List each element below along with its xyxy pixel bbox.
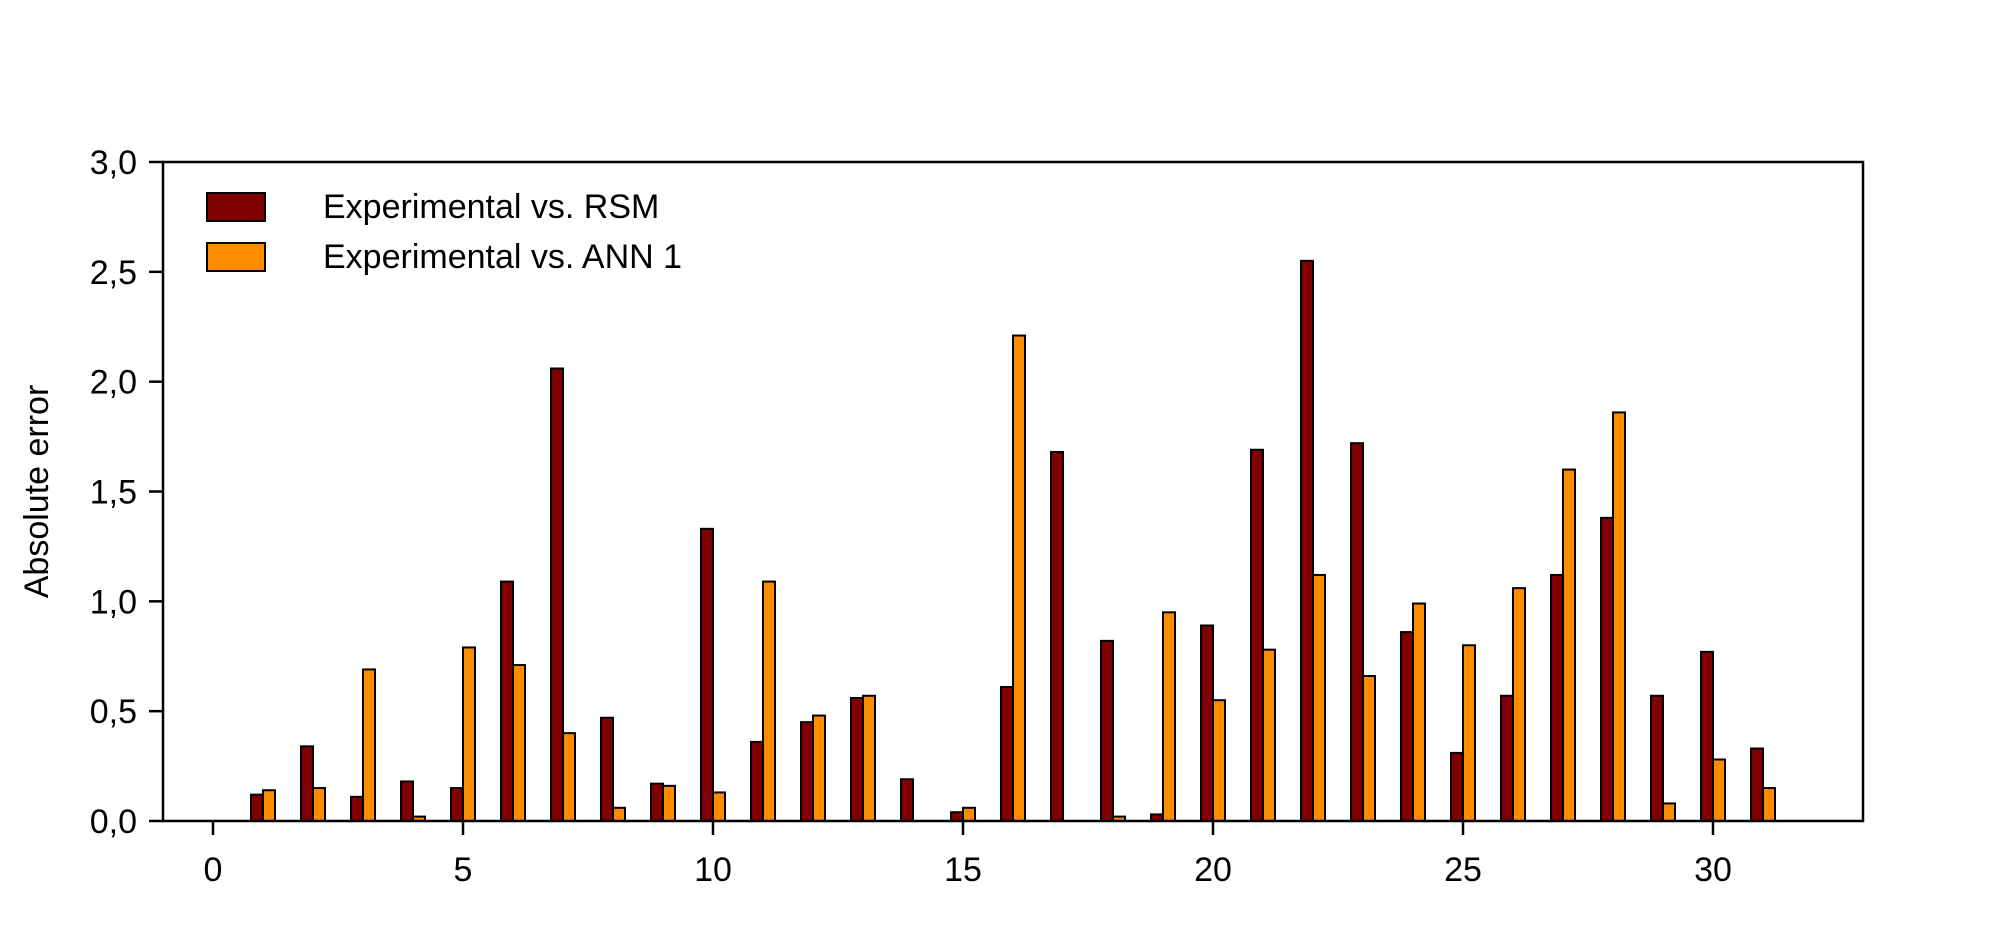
bar-ann1-5 — [462, 646, 476, 822]
bar-rsm-5 — [450, 787, 464, 822]
x-tick-label: 5 — [454, 851, 473, 889]
bar-ann1-19 — [1162, 611, 1176, 822]
y-tick-label: 0,0 — [90, 803, 137, 841]
bar-rsm-3 — [350, 795, 364, 823]
legend-label-ann1: Experimental vs. ANN 1 — [323, 238, 682, 276]
y-tick-label: 0,5 — [90, 693, 137, 731]
y-axis-label: Absolute error — [18, 385, 56, 599]
y-tick-label: 1,5 — [90, 474, 137, 512]
bar-rsm-23 — [1350, 442, 1364, 822]
bar-rsm-26 — [1500, 694, 1514, 822]
legend: Experimental vs. RSM Experimental vs. ANN… — [206, 188, 682, 276]
bar-ann1-24 — [1412, 602, 1426, 823]
bar-ann1-8 — [612, 806, 626, 823]
bar-ann1-28 — [1612, 411, 1626, 822]
bar-ann1-31 — [1762, 787, 1776, 822]
bar-ann1-15 — [962, 806, 976, 823]
x-tick-label: 15 — [944, 851, 982, 889]
bar-ann1-16 — [1012, 334, 1026, 822]
bar-rsm-14 — [900, 778, 914, 822]
bar-ann1-26 — [1512, 587, 1526, 822]
x-tick-label: 0 — [204, 851, 223, 889]
bar-rsm-10 — [700, 527, 714, 822]
bar-ann1-12 — [812, 714, 826, 822]
bar-ann1-11 — [762, 580, 776, 823]
bar-rsm-15 — [950, 811, 964, 822]
bar-ann1-7 — [562, 732, 576, 823]
bar-rsm-17 — [1050, 450, 1064, 822]
y-tick-label: 3,0 — [90, 144, 137, 182]
bars-group — [250, 259, 1776, 823]
bar-ann1-23 — [1362, 675, 1376, 823]
bar-ann1-13 — [862, 694, 876, 822]
y-tick-label: 1,0 — [90, 583, 137, 621]
bar-rsm-12 — [800, 721, 814, 823]
bar-rsm-11 — [750, 740, 764, 822]
bar-rsm-22 — [1300, 259, 1314, 823]
bar-rsm-24 — [1400, 631, 1414, 822]
bar-rsm-21 — [1250, 448, 1264, 822]
axes-group: 0,0 0,5 1,0 1,5 2,0 2,5 3,0 0 5 10 15 20 25 30 — [90, 144, 1732, 889]
bar-ann1-25 — [1462, 644, 1476, 822]
bar-ann1-27 — [1562, 468, 1576, 822]
x-tick-label: 20 — [1194, 851, 1232, 889]
bar-rsm-2 — [300, 745, 314, 823]
bar-ann1-30 — [1712, 758, 1726, 823]
bar-rsm-28 — [1600, 516, 1614, 822]
bar-ann1-3 — [362, 668, 376, 822]
bar-ann1-2 — [312, 787, 326, 822]
legend-swatch-ann1 — [206, 242, 266, 272]
bar-rsm-7 — [550, 367, 564, 822]
bar-rsm-30 — [1700, 650, 1714, 823]
bar-rsm-27 — [1550, 573, 1564, 822]
x-tick-label: 10 — [694, 851, 732, 889]
bar-ann1-10 — [712, 791, 726, 823]
bar-ann1-1 — [262, 789, 276, 822]
bar-ann1-9 — [662, 784, 676, 822]
bar-rsm-16 — [1000, 686, 1014, 823]
bar-rsm-1 — [250, 793, 264, 823]
x-tick-label: 30 — [1694, 851, 1732, 889]
bar-rsm-20 — [1200, 624, 1214, 822]
bar-rsm-4 — [400, 780, 414, 823]
bar-rsm-8 — [600, 716, 614, 822]
y-tick-label: 2,5 — [90, 254, 137, 292]
bar-ann1-29 — [1662, 802, 1676, 823]
bar-rsm-18 — [1100, 639, 1114, 823]
bar-rsm-25 — [1450, 751, 1464, 822]
bar-ann1-6 — [512, 664, 526, 823]
bar-rsm-6 — [500, 580, 514, 823]
bar-ann1-22 — [1312, 573, 1326, 822]
bar-rsm-13 — [850, 696, 864, 823]
bar-ann1-20 — [1212, 699, 1226, 823]
bar-rsm-29 — [1650, 694, 1664, 822]
y-tick-label: 2,0 — [90, 364, 137, 402]
bar-rsm-9 — [650, 782, 664, 823]
bar-rsm-31 — [1750, 747, 1764, 823]
legend-swatch-rsm — [206, 192, 266, 222]
legend-label-rsm: Experimental vs. RSM — [323, 188, 659, 226]
bar-ann1-21 — [1262, 648, 1276, 822]
x-tick-label: 25 — [1444, 851, 1482, 889]
